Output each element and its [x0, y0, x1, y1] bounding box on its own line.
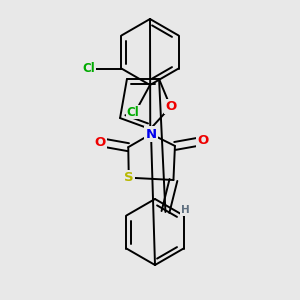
Text: S: S: [124, 171, 134, 184]
Text: O: O: [197, 134, 208, 147]
Text: O: O: [165, 100, 176, 113]
Text: N: N: [146, 128, 157, 140]
Text: O: O: [94, 136, 106, 149]
Text: Cl: Cl: [82, 62, 95, 75]
Text: Cl: Cl: [127, 106, 140, 118]
Text: H: H: [181, 205, 190, 215]
